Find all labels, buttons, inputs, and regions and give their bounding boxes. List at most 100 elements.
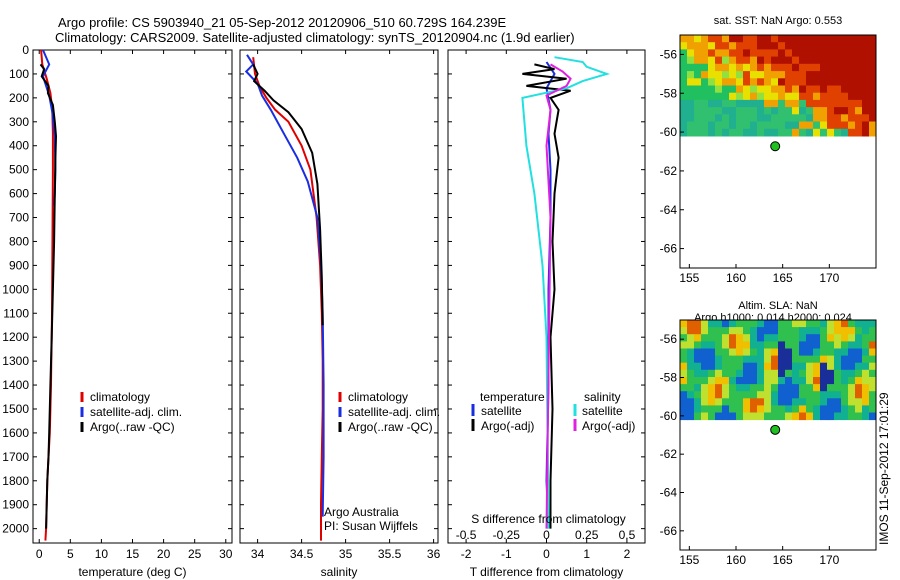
heatmap-cell <box>722 391 730 399</box>
heatmap-cell <box>799 63 807 72</box>
heatmap-cell <box>743 341 751 349</box>
heatmap-cell <box>785 327 793 335</box>
heatmap-cell <box>827 384 835 392</box>
heatmap-cell <box>708 348 716 357</box>
heatmap-cell <box>722 107 730 115</box>
x2-tick-label: 0.5 <box>619 528 636 542</box>
heatmap-cell <box>841 377 849 385</box>
map-panel-1: sat. SST: NaN Argo: 0.553 155 160 165 170 -56… <box>660 15 877 285</box>
heatmap-cell <box>792 56 800 65</box>
series-line <box>522 63 571 529</box>
heatmap-cell <box>778 398 786 406</box>
heatmap-cell <box>722 355 730 364</box>
heatmap-cell <box>680 78 688 86</box>
heatmap-cell <box>694 114 702 122</box>
heatmap-cell <box>715 42 723 50</box>
heatmap-cell <box>729 327 737 335</box>
heatmap-cell <box>680 348 688 357</box>
heatmap-cell <box>813 128 821 137</box>
heatmap-cell <box>820 320 828 328</box>
heatmap-cell <box>841 369 849 378</box>
header-line1: Argo profile: CS 5903940_21 05-Sep-2012 … <box>58 15 506 30</box>
heatmap-cell <box>764 334 772 342</box>
heatmap-cell <box>848 56 856 65</box>
heatmap-cell <box>792 92 800 101</box>
heatmap-cell <box>694 362 702 371</box>
heatmap-cell <box>869 412 877 421</box>
heatmap-cell <box>701 369 709 378</box>
heatmap-cell <box>834 63 842 72</box>
y-tick-label: 100 <box>9 67 29 81</box>
heatmap-cell <box>827 348 835 357</box>
heatmap-cell <box>736 49 744 58</box>
annotation: Argo Australia <box>324 505 399 519</box>
heatmap-cell <box>743 78 751 86</box>
heatmap-cell <box>785 85 793 94</box>
heatmap-cell <box>722 99 730 108</box>
heatmap-cell <box>680 369 688 378</box>
heatmap-cell <box>820 327 828 335</box>
heatmap-cell <box>757 362 765 371</box>
heatmap-cell <box>694 341 702 349</box>
heatmap-cell <box>792 369 800 378</box>
heatmap-cell <box>792 42 800 50</box>
heatmap-cell <box>785 71 793 79</box>
heatmap-cell <box>792 114 800 122</box>
heatmap-cell <box>785 398 793 406</box>
heatmap-cell <box>820 92 828 101</box>
heatmap-cell <box>799 398 807 406</box>
heatmap-cell <box>827 99 835 108</box>
heatmap-cell <box>855 35 863 43</box>
heatmap-cell <box>813 78 821 86</box>
x-tick-label: 170 <box>819 271 839 285</box>
heatmap-cell <box>820 412 828 421</box>
heatmap-cell <box>792 49 800 58</box>
heatmap-cell <box>862 78 870 86</box>
heatmap-cell <box>855 320 863 328</box>
heatmap-cell <box>827 405 835 413</box>
heatmap-cell <box>869 49 877 58</box>
heatmap-cell <box>778 377 786 385</box>
heatmap-cell <box>785 56 793 65</box>
x-tick-label: 25 <box>188 547 202 561</box>
heatmap-cell <box>813 121 821 130</box>
heatmap-cell <box>799 42 807 50</box>
heatmap-cell <box>701 121 709 130</box>
heatmap-cell <box>743 92 751 101</box>
heatmap-cell <box>855 49 863 58</box>
heatmap-cell <box>750 398 758 406</box>
heatmap-cell <box>778 63 786 72</box>
panel-frame <box>32 49 233 544</box>
heatmap-cell <box>757 63 765 72</box>
heatmap-cell <box>694 412 702 421</box>
heatmap-cell <box>813 99 821 108</box>
heatmap-cell <box>792 107 800 115</box>
heatmap-cell <box>729 121 737 130</box>
heatmap-cell <box>841 121 849 130</box>
heatmap-cell <box>813 56 821 65</box>
heatmap-cell <box>743 128 751 137</box>
heatmap-cell <box>722 412 730 421</box>
heatmap-cell <box>764 412 772 421</box>
heatmap-cell <box>869 107 877 115</box>
heatmap-cell <box>799 341 807 349</box>
heatmap-cell <box>701 362 709 371</box>
heatmap-cell <box>834 49 842 58</box>
heatmap-cell <box>708 114 716 122</box>
heatmap-cell <box>869 56 877 65</box>
heatmap-cell <box>771 398 779 406</box>
heatmap-cell <box>680 362 688 371</box>
heatmap-cell <box>708 391 716 399</box>
heatmap-cell <box>778 362 786 371</box>
heatmap-cell <box>834 355 842 364</box>
heatmap-cell <box>729 128 737 137</box>
heatmap-cell <box>708 49 716 58</box>
x-tick-label: 165 <box>773 553 793 567</box>
heatmap-cell <box>834 369 842 378</box>
x-tick-label: 155 <box>679 553 699 567</box>
heatmap-cell <box>757 327 765 335</box>
heatmap-cell <box>827 78 835 86</box>
heatmap-cell <box>820 128 828 137</box>
heatmap-cell <box>862 377 870 385</box>
heatmap-cell <box>813 71 821 79</box>
